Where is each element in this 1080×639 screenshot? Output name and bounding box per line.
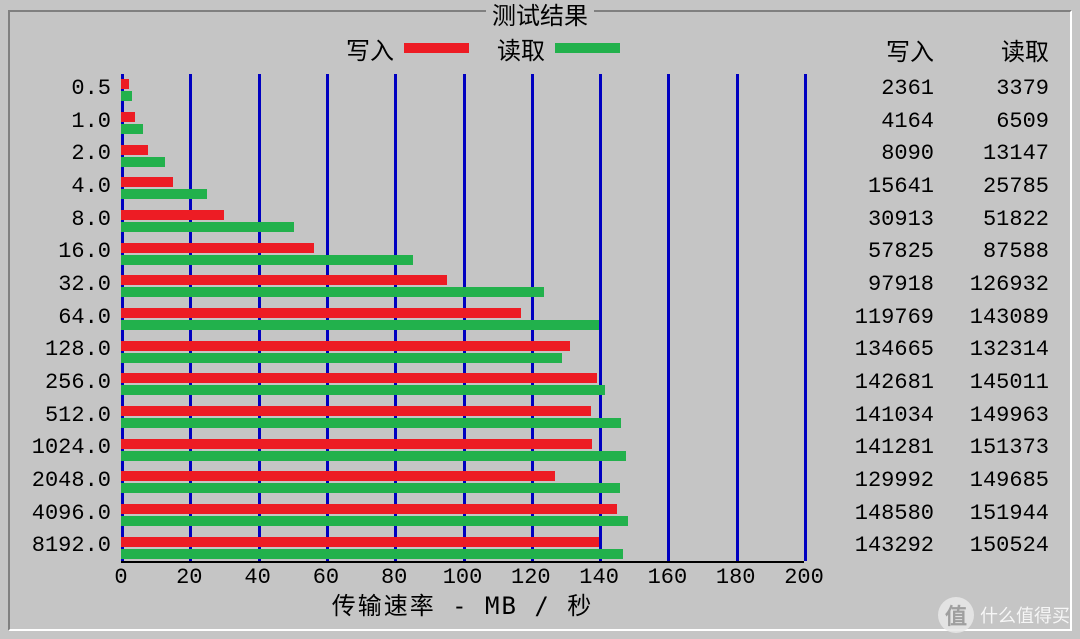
row-read-value: 132314 <box>934 335 1049 365</box>
row-values: 119769143089 <box>819 303 1049 333</box>
table-row: 512.0 141034149963 <box>16 401 1064 434</box>
row-values: 141034149963 <box>819 401 1049 431</box>
row-read-value: 149685 <box>934 466 1049 496</box>
table-row: 64.0 119769143089 <box>16 303 1064 336</box>
row-values: 142681145011 <box>819 368 1049 398</box>
row-label: 256.0 <box>16 368 111 398</box>
table-row: 4.0 1564125785 <box>16 172 1064 205</box>
row-values: 143292150524 <box>819 531 1049 561</box>
row-write-value: 129992 <box>819 466 934 496</box>
row-label: 8.0 <box>16 205 111 235</box>
row-label: 512.0 <box>16 401 111 431</box>
row-label: 0.5 <box>16 74 111 104</box>
row-values: 134665132314 <box>819 335 1049 365</box>
row-write-value: 30913 <box>819 205 934 235</box>
legend-read-label: 读取 <box>497 31 545 66</box>
row-label: 8192.0 <box>16 531 111 561</box>
table-row: 0.5 23613379 <box>16 74 1064 107</box>
row-read-value: 149963 <box>934 401 1049 431</box>
watermark: 值 什么值得买 <box>938 597 1070 633</box>
row-read-value: 6509 <box>934 107 1049 137</box>
row-label: 128.0 <box>16 335 111 365</box>
table-header-read: 读取 <box>934 32 1049 64</box>
row-read-value: 150524 <box>934 531 1049 561</box>
row-values: 148580151944 <box>819 499 1049 529</box>
table-row: 16.0 5782587588 <box>16 237 1064 270</box>
table-row: 1.0 41646509 <box>16 107 1064 140</box>
table-row: 32.0 97918126932 <box>16 270 1064 303</box>
row-values: 129992149685 <box>819 466 1049 496</box>
row-write-value: 2361 <box>819 74 934 104</box>
row-write-value: 57825 <box>819 237 934 267</box>
table-row: 1024.0 141281151373 <box>16 433 1064 466</box>
x-axis-title: 传输速率 - MB / 秒 <box>121 586 804 621</box>
row-read-value: 145011 <box>934 368 1049 398</box>
row-values: 1564125785 <box>819 172 1049 202</box>
row-read-value: 51822 <box>934 205 1049 235</box>
row-read-value: 13147 <box>934 139 1049 169</box>
legend-item-read: 读取 <box>497 31 620 66</box>
row-read-value: 143089 <box>934 303 1049 333</box>
results-panel: 测试结果 写入 读取 写入 读取 0.5236133791.0416465092… <box>8 10 1072 631</box>
table-row: 256.0 142681145011 <box>16 368 1064 401</box>
row-write-value: 141034 <box>819 401 934 431</box>
row-label: 1.0 <box>16 107 111 137</box>
row-write-value: 97918 <box>819 270 934 300</box>
row-label: 64.0 <box>16 303 111 333</box>
row-values: 809013147 <box>819 139 1049 169</box>
table-row: 8.0 3091351822 <box>16 205 1064 238</box>
row-write-value: 143292 <box>819 531 934 561</box>
row-label: 16.0 <box>16 237 111 267</box>
panel-content: 写入 读取 写入 读取 0.5 23613379 1.0 41646509 2.0 809… <box>16 32 1064 623</box>
row-write-value: 148580 <box>819 499 934 529</box>
row-write-value: 142681 <box>819 368 934 398</box>
row-label: 1024.0 <box>16 433 111 463</box>
legend-write-swatch <box>404 43 469 53</box>
row-write-value: 119769 <box>819 303 934 333</box>
row-read-value: 126932 <box>934 270 1049 300</box>
row-values: 23613379 <box>819 74 1049 104</box>
row-write-value: 141281 <box>819 433 934 463</box>
row-values: 141281151373 <box>819 433 1049 463</box>
row-values: 97918126932 <box>819 270 1049 300</box>
row-values: 3091351822 <box>819 205 1049 235</box>
row-write-value: 15641 <box>819 172 934 202</box>
row-label: 4.0 <box>16 172 111 202</box>
panel-title: 测试结果 <box>486 0 594 31</box>
row-read-value: 25785 <box>934 172 1049 202</box>
table-row: 2.0 809013147 <box>16 139 1064 172</box>
row-read-value: 3379 <box>934 74 1049 104</box>
row-label: 4096.0 <box>16 499 111 529</box>
row-read-value: 151944 <box>934 499 1049 529</box>
table-row: 4096.0 148580151944 <box>16 499 1064 532</box>
legend-item-write: 写入 <box>346 31 469 66</box>
row-values: 41646509 <box>819 107 1049 137</box>
row-label: 2.0 <box>16 139 111 169</box>
table-headers: 写入 读取 <box>819 32 1049 64</box>
row-write-value: 134665 <box>819 335 934 365</box>
table-row: 8192.0 143292150524 <box>16 531 1064 564</box>
legend-write-label: 写入 <box>346 31 394 66</box>
row-read-value: 151373 <box>934 433 1049 463</box>
chart-rows: 0.5 23613379 1.0 41646509 2.0 809013147 4.0 156… <box>16 74 1064 563</box>
chart-legend: 写入 读取 <box>346 32 620 64</box>
table-header-write: 写入 <box>819 32 934 64</box>
watermark-badge-icon: 值 <box>938 597 974 633</box>
row-read-value: 87588 <box>934 237 1049 267</box>
row-label: 2048.0 <box>16 466 111 496</box>
legend-read-swatch <box>555 43 620 53</box>
table-row: 2048.0 129992149685 <box>16 466 1064 499</box>
watermark-text: 什么值得买 <box>980 602 1070 628</box>
row-write-value: 4164 <box>819 107 934 137</box>
row-values: 5782587588 <box>819 237 1049 267</box>
table-row: 128.0 134665132314 <box>16 335 1064 368</box>
row-label: 32.0 <box>16 270 111 300</box>
row-write-value: 8090 <box>819 139 934 169</box>
